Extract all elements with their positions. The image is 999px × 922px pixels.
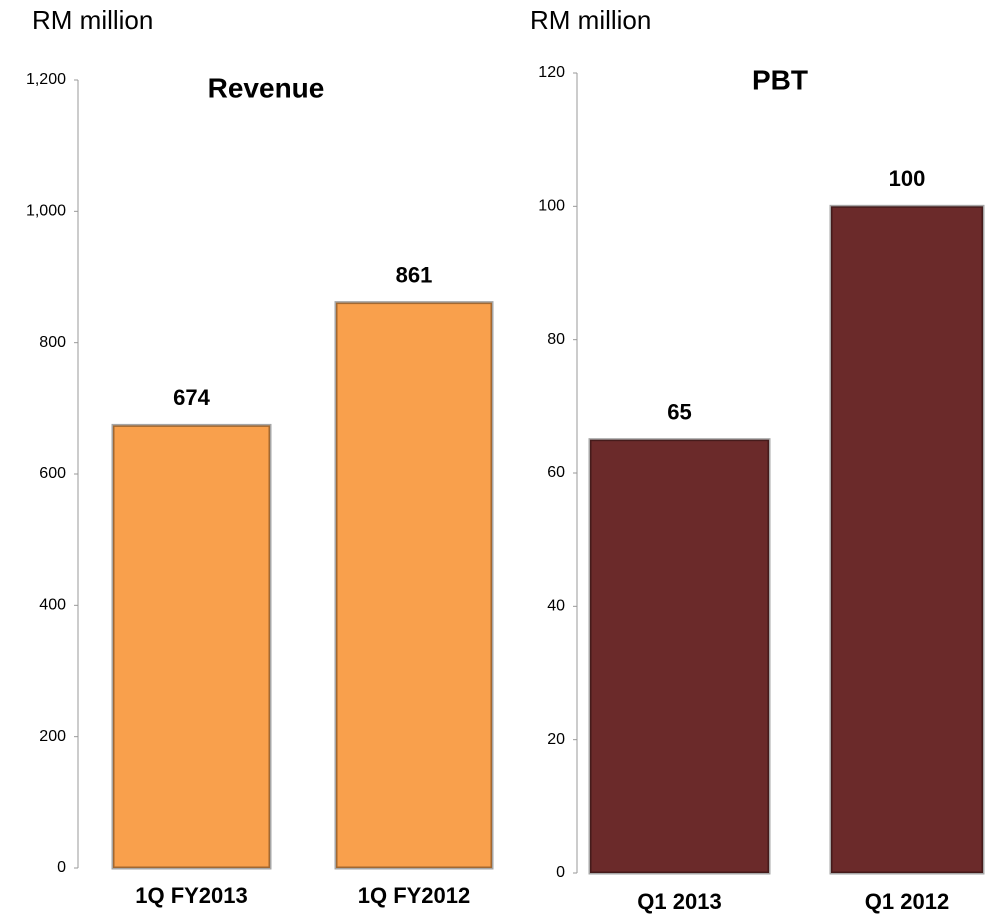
bar [334, 301, 494, 870]
y-axis-label: RM million [32, 5, 153, 35]
value-label: 674 [173, 385, 210, 410]
y-tick-label: 80 [547, 331, 565, 348]
bar [111, 423, 272, 870]
x-tick-label: 1Q FY2012 [358, 883, 471, 908]
bar [588, 438, 771, 875]
x-tick-label: Q1 2013 [637, 889, 721, 914]
y-tick-label: 200 [39, 728, 66, 745]
y-tick-label: 20 [547, 731, 565, 748]
y-tick-label: 600 [39, 465, 66, 482]
y-tick-label: 400 [39, 597, 66, 614]
y-tick-label: 40 [547, 598, 565, 615]
bar [829, 204, 985, 875]
x-tick-label: Q1 2012 [865, 889, 949, 914]
y-tick-label: 800 [39, 334, 66, 351]
x-tick-label: 1Q FY2013 [135, 883, 248, 908]
value-label: 100 [889, 166, 926, 191]
y-tick-label: 100 [538, 198, 565, 215]
y-tick-label: 1,200 [26, 71, 66, 88]
chart-title: Revenue [208, 72, 325, 103]
value-label: 861 [396, 262, 433, 287]
value-label: 65 [667, 399, 691, 424]
y-axis-label: RM million [530, 5, 651, 35]
y-tick-label: 0 [57, 859, 66, 876]
y-tick-label: 0 [556, 864, 565, 881]
y-tick-label: 1,000 [26, 203, 66, 220]
chart-title: PBT [752, 64, 808, 95]
y-tick-label: 60 [547, 464, 565, 481]
y-tick-label: 120 [538, 64, 565, 81]
